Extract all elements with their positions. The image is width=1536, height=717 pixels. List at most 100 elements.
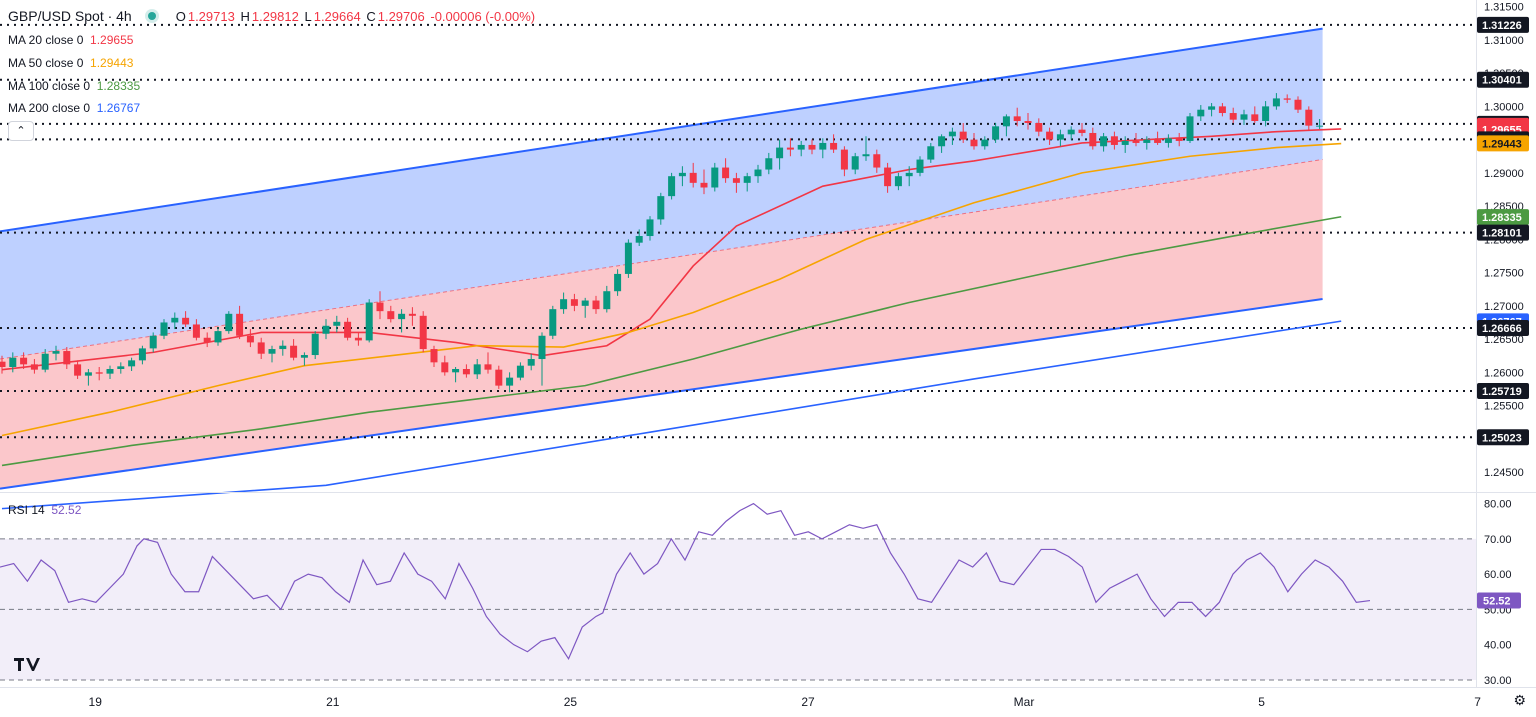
candle bbox=[754, 164, 762, 183]
candle bbox=[279, 340, 287, 356]
candle-body bbox=[84, 372, 92, 376]
rsi-tick-label: 40.00 bbox=[1484, 640, 1512, 652]
candle bbox=[408, 307, 416, 326]
candle bbox=[1089, 127, 1097, 150]
time-tick-label: 19 bbox=[89, 695, 103, 709]
candle bbox=[365, 299, 373, 343]
candle bbox=[20, 352, 28, 369]
rsi-value-box bbox=[1477, 592, 1521, 609]
candle-body bbox=[1013, 116, 1021, 122]
low-label: L bbox=[304, 8, 312, 24]
candle bbox=[506, 372, 514, 393]
price-label: 1.28101 bbox=[1477, 224, 1529, 241]
candle-body bbox=[765, 158, 773, 170]
candle bbox=[1013, 107, 1021, 127]
legend-ma200[interactable]: MA 200 close 0 1.26767 bbox=[8, 100, 140, 116]
candle bbox=[894, 172, 902, 191]
channel-middle-line bbox=[0, 159, 1323, 360]
candle-body bbox=[1186, 116, 1194, 141]
candle-body bbox=[700, 182, 708, 188]
legend-ma50[interactable]: MA 50 close 0 1.29443 bbox=[8, 55, 133, 71]
candle bbox=[1218, 103, 1226, 117]
candle bbox=[246, 329, 254, 348]
time-tick-label: Mar bbox=[1014, 695, 1035, 709]
candle bbox=[484, 352, 492, 374]
symbol-title: GBP/USD Spot · 4h bbox=[8, 8, 132, 24]
candle-body bbox=[560, 299, 568, 310]
candle bbox=[948, 127, 956, 145]
candle bbox=[354, 332, 362, 346]
candle-body bbox=[106, 369, 114, 374]
rsi-value-label: 52.52 bbox=[1483, 596, 1511, 608]
candle bbox=[171, 312, 179, 330]
legend-value: 1.29443 bbox=[90, 56, 134, 70]
high-label: H bbox=[240, 8, 250, 24]
candle-body bbox=[1272, 98, 1280, 107]
candle-body bbox=[74, 364, 82, 376]
candle-body bbox=[63, 351, 71, 365]
legend-ma20[interactable]: MA 20 close 0 1.29655 bbox=[8, 32, 133, 48]
settings-gear-icon[interactable]: ⚙ bbox=[1513, 692, 1526, 708]
candle-body bbox=[495, 369, 503, 386]
candle-body bbox=[1164, 138, 1172, 143]
price-label-text: 1.31226 bbox=[1482, 20, 1522, 32]
candle-body bbox=[970, 139, 978, 147]
candle bbox=[916, 156, 924, 177]
candle-body bbox=[1294, 99, 1302, 110]
candle-body bbox=[1078, 129, 1086, 133]
legend-ma100[interactable]: MA 100 close 0 1.28335 bbox=[8, 78, 140, 94]
candle bbox=[1154, 131, 1162, 145]
candle-body bbox=[171, 317, 179, 323]
candle bbox=[63, 347, 71, 369]
price-label-box bbox=[1477, 71, 1529, 88]
candle bbox=[700, 169, 708, 195]
legend-rsi[interactable]: RSI 14 52.52 bbox=[8, 502, 81, 518]
candle bbox=[1143, 136, 1151, 150]
candle bbox=[95, 367, 103, 381]
price-tick-label: 1.31000 bbox=[1484, 35, 1524, 47]
candle-body bbox=[52, 351, 60, 354]
candle bbox=[149, 332, 157, 353]
candle bbox=[1078, 123, 1086, 137]
candle-body bbox=[862, 154, 870, 157]
candle bbox=[840, 146, 848, 177]
collapse-legend-button[interactable]: ⌃ bbox=[8, 121, 34, 141]
candle-body bbox=[916, 159, 924, 173]
candle-body bbox=[732, 178, 740, 183]
candle-body bbox=[203, 337, 211, 343]
price-tick-label: 1.24500 bbox=[1484, 467, 1524, 479]
price-label-box bbox=[1477, 209, 1529, 226]
tradingview-logo-icon[interactable] bbox=[12, 653, 40, 675]
candle bbox=[1035, 118, 1043, 137]
price-label: 1.25719 bbox=[1477, 383, 1529, 400]
candle-body bbox=[538, 335, 546, 360]
candle-body bbox=[1121, 140, 1129, 145]
candle bbox=[830, 134, 838, 153]
time-tick-label: 21 bbox=[326, 695, 340, 709]
candle-body bbox=[1100, 136, 1108, 147]
candle-body bbox=[9, 357, 17, 368]
candle-body bbox=[268, 349, 276, 354]
candle-body bbox=[257, 342, 265, 354]
candle bbox=[290, 339, 298, 361]
price-label-text: 1.26666 bbox=[1482, 323, 1522, 335]
candle-body bbox=[570, 299, 578, 306]
candle bbox=[225, 311, 233, 334]
candle bbox=[765, 152, 773, 175]
candle-body bbox=[322, 325, 330, 334]
candle-body bbox=[1251, 114, 1259, 122]
rsi-tick-label: 80.00 bbox=[1484, 499, 1512, 511]
candle bbox=[128, 357, 136, 371]
candle-body bbox=[1002, 116, 1010, 127]
candle bbox=[300, 352, 308, 366]
candle-body bbox=[1316, 125, 1324, 127]
candle-body bbox=[592, 300, 600, 310]
candle bbox=[322, 319, 330, 340]
candle bbox=[1067, 126, 1075, 140]
candle-body bbox=[354, 337, 362, 341]
candle bbox=[592, 295, 600, 314]
price-label-text: 1.28335 bbox=[1482, 212, 1522, 224]
price-tick-label: 1.26500 bbox=[1484, 334, 1524, 346]
candle bbox=[516, 362, 524, 381]
